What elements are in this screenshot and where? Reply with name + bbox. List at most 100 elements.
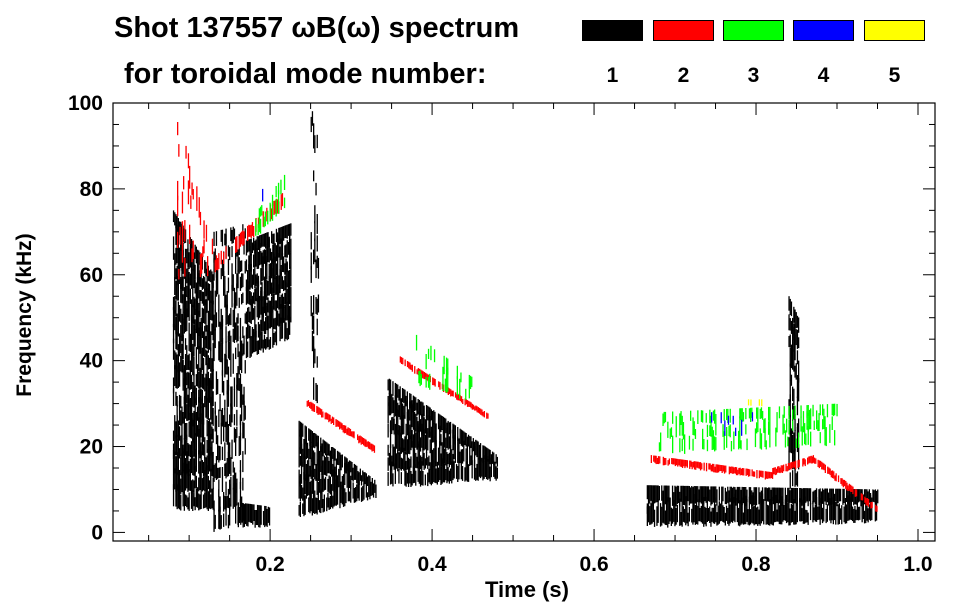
spectrum-mark-mode-1	[405, 471, 407, 487]
spectrum-mark-mode-1	[493, 452, 495, 466]
spectrum-mark-mode-1	[455, 464, 458, 479]
spectrum-mark-mode-2	[771, 472, 774, 479]
spectrum-mark-mode-1	[247, 307, 249, 323]
spectrum-mark-mode-1	[211, 271, 213, 284]
spectrum-mark-mode-1	[850, 493, 852, 520]
spectrum-mark-mode-1	[449, 429, 452, 452]
spectrum-mark-mode-1	[773, 487, 776, 505]
spectrum-mark-mode-1	[200, 491, 202, 509]
spectrum-mark-mode-1	[713, 497, 716, 524]
spectrum-mark-mode-1	[248, 255, 250, 270]
spectrum-mark-mode-1	[285, 244, 287, 258]
spectrum-mark-mode-1	[227, 384, 230, 407]
spectrum-mark-mode-2	[659, 456, 661, 464]
spectrum-mark-mode-1	[237, 269, 239, 289]
spectrum-mark-mode-1	[698, 499, 700, 522]
spectrum-mark-mode-1	[820, 498, 822, 520]
spectrum-mark-mode-1	[247, 281, 249, 304]
spectrum-mark-mode-1	[393, 418, 395, 435]
spectrum-mark-mode-1	[220, 229, 222, 242]
spectrum-mark-mode-1	[427, 405, 429, 421]
spectrum-mark-mode-1	[186, 463, 188, 489]
spectrum-mark-mode-2	[695, 461, 697, 470]
spectrum-mark-mode-1	[224, 233, 226, 246]
spectrum-mark-mode-1	[188, 372, 190, 390]
spectrum-mark-mode-1	[347, 485, 349, 502]
spectrum-mark-mode-1	[256, 236, 258, 250]
spectrum-mark-mode-1	[392, 444, 394, 467]
spectrum-mark-mode-3	[459, 378, 461, 399]
spectrum-mark-mode-1	[725, 491, 728, 505]
spectrum-mark-mode-1	[299, 481, 301, 502]
spectrum-mark-mode-1	[285, 322, 287, 339]
spectrum-mark-mode-3	[825, 427, 827, 447]
spectrum-mark-mode-1	[321, 465, 323, 491]
spectrum-mark-mode-2	[668, 458, 670, 465]
spectrum-mark-mode-2	[798, 459, 800, 467]
spectrum-mark-mode-1	[235, 504, 237, 524]
spectrum-mark-mode-1	[423, 452, 425, 470]
spectrum-mark-mode-2	[451, 390, 453, 396]
spectrum-mark-mode-1	[180, 279, 182, 303]
spectrum-mark-mode-2	[486, 412, 488, 419]
spectrum-mark-mode-2	[363, 438, 365, 446]
spectrum-mark-mode-1	[206, 440, 208, 453]
spectrum-mark-mode-1	[770, 498, 772, 524]
spectrum-mark-mode-3	[829, 424, 831, 443]
spectrum-mark-mode-2	[400, 357, 403, 364]
spectrum-mark-mode-3	[714, 409, 716, 424]
spectrum-mark-mode-3	[764, 418, 766, 434]
spectrum-mark-mode-1	[673, 499, 675, 522]
spectrum-mark-mode-1	[836, 488, 838, 507]
spectrum-mark-mode-2	[772, 468, 774, 476]
spectrum-mark-mode-1	[792, 329, 794, 352]
spectrum-mark-mode-1	[267, 297, 269, 313]
spectrum-mark-mode-1	[298, 505, 300, 516]
spectrum-mark-mode-1	[198, 273, 200, 299]
spectrum-mark-mode-1	[443, 417, 446, 431]
spectrum-mark-mode-4	[720, 412, 722, 424]
spectrum-mark-mode-1	[249, 246, 251, 272]
spectrum-mark-mode-1	[277, 232, 279, 244]
spectrum-mark-mode-1	[796, 375, 799, 398]
spectrum-mark-mode-1	[192, 253, 194, 271]
spectrum-mark-mode-1	[287, 224, 290, 236]
spectrum-mark-mode-1	[174, 253, 176, 265]
spectrum-mark-mode-1	[201, 438, 203, 456]
spectrum-mark-mode-1	[646, 485, 648, 500]
spectrum-mark-mode-2	[684, 459, 686, 469]
spectrum-mark-mode-1	[204, 288, 206, 306]
spectrum-mark-mode-2	[671, 458, 673, 465]
spectrum-mark-mode-3	[819, 432, 821, 444]
spectrum-mark-mode-1	[302, 448, 304, 467]
spectrum-mark-mode-1	[210, 446, 212, 472]
spectrum-mark-mode-1	[298, 469, 300, 484]
spectrum-mark-mode-1	[693, 486, 695, 503]
spectrum-mark-mode-1	[404, 389, 406, 403]
spectrum-mark-mode-1	[260, 505, 262, 525]
spectrum-mark-mode-1	[790, 487, 792, 504]
spectrum-mark-mode-1	[265, 249, 267, 266]
spectrum-mark-mode-1	[190, 269, 193, 289]
spectrum-mark-mode-5	[761, 399, 763, 407]
spectrum-mark-mode-1	[765, 487, 767, 506]
spectrum-mark-mode-1	[321, 443, 323, 456]
spectrum-mark-mode-3	[759, 408, 761, 419]
spectrum-mark-mode-3	[742, 412, 745, 422]
spectrum-mark-mode-1	[210, 380, 212, 406]
spectrum-mark-mode-1	[268, 300, 270, 313]
spectrum-mark-mode-1	[416, 416, 418, 434]
spectrum-mark-mode-2	[696, 461, 698, 468]
spectrum-mark-mode-3	[816, 410, 818, 430]
spectrum-mark-mode-1	[334, 471, 336, 492]
spectrum-mark-mode-1	[198, 372, 200, 389]
spectrum-mark-mode-1	[833, 501, 836, 521]
spectrum-mark-mode-1	[236, 478, 238, 490]
spectrum-mark-mode-1	[198, 417, 200, 438]
spectrum-mark-mode-1	[245, 334, 248, 359]
spectrum-mark-mode-3	[730, 441, 733, 452]
spectrum-mark-mode-1	[789, 318, 791, 331]
spectrum-mark-mode-1	[387, 423, 389, 438]
spectrum-mark-mode-1	[193, 371, 195, 390]
spectrum-mark-mode-1	[249, 326, 251, 340]
